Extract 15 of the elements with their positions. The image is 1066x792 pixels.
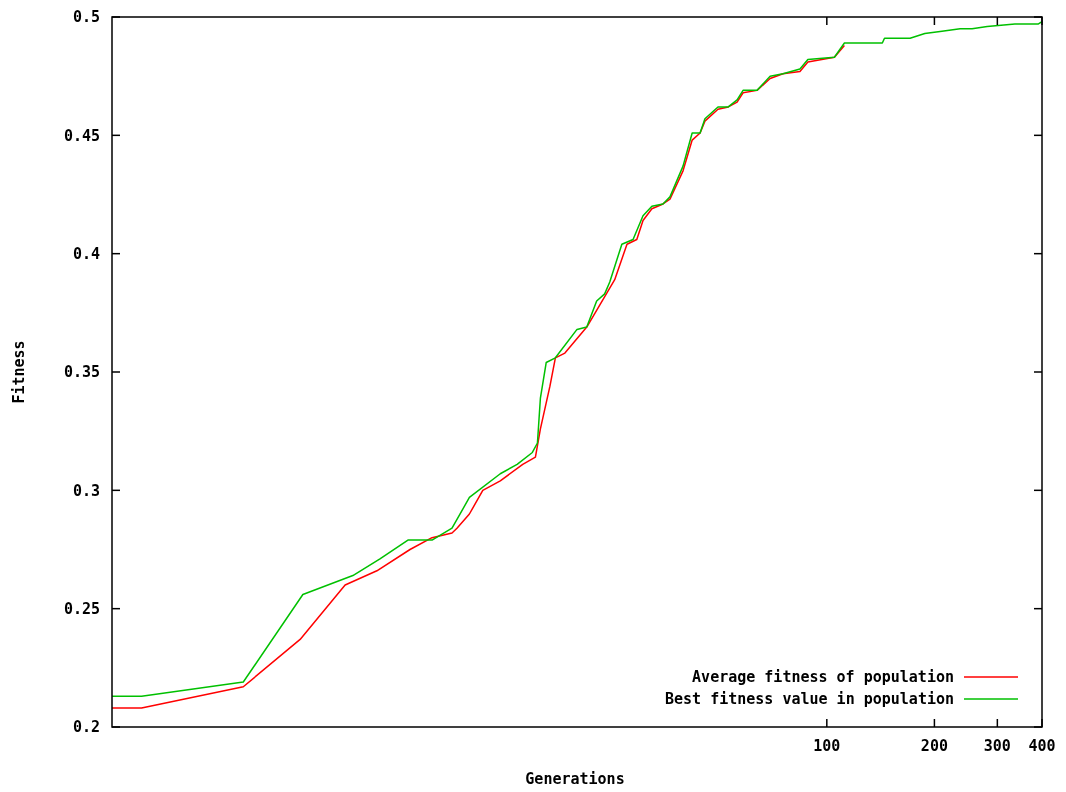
x-tick-label: 400 [1028,737,1056,755]
y-tick-label: 0.3 [72,481,100,500]
x-tick-label: 300 [983,737,1011,755]
y-tick-label: 0.45 [63,126,100,145]
legend-label: Best fitness value in population [665,690,954,709]
legend-label: Average fitness of population [692,668,954,687]
y-axis-title: Fitness [10,340,28,404]
y-tick-label: 0.25 [63,599,100,618]
x-axis-title: Generations [525,770,625,788]
y-tick-label: 0.4 [72,244,100,263]
y-tick-label: 0.5 [72,8,100,27]
x-tick-label: 200 [920,737,948,755]
y-tick-label: 0.35 [63,363,100,382]
x-tick-label: 100 [813,737,841,755]
y-tick-label: 0.2 [72,718,100,737]
